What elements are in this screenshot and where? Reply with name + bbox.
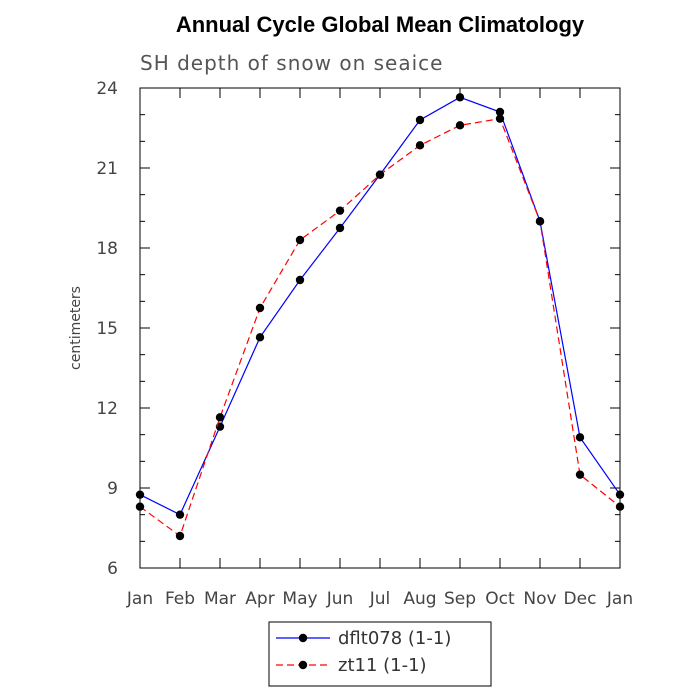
x-tick-label: Oct: [485, 589, 515, 609]
data-point: [135, 502, 145, 511]
data-point: [415, 141, 425, 150]
data-point: [495, 107, 505, 117]
x-tick-label: Jul: [369, 589, 391, 609]
data-point: [455, 93, 465, 102]
data-point: [535, 217, 545, 226]
legend-box: [268, 621, 492, 687]
x-tick-label: Sep: [444, 589, 476, 609]
legend-items: dflt078 (1-1) zt11 (1-1): [276, 628, 451, 676]
x-tick-label: Nov: [523, 589, 556, 609]
data-point: [335, 206, 345, 215]
chart-subtitle: SH depth of snow on seaice: [140, 51, 443, 75]
data-point: [295, 275, 305, 285]
legend: dflt078 (1-1) zt11 (1-1): [268, 621, 492, 687]
x-tick-label: Jan: [126, 589, 153, 609]
chart-title: Annual Cycle Global Mean Climatology: [176, 12, 585, 37]
y-tick-label: 21: [96, 159, 118, 179]
y-tick-label: 9: [107, 479, 118, 499]
y-tick-label: 6: [107, 559, 118, 579]
data-point: [215, 413, 225, 422]
series-line: [139, 117, 621, 537]
x-tick-label: Aug: [403, 589, 436, 609]
x-tick-label: Mar: [204, 589, 236, 609]
x-tick-label: Dec: [564, 589, 597, 609]
y-axis-label: centimeters: [68, 286, 84, 370]
legend-label: zt11 (1-1): [338, 655, 427, 676]
data-point: [175, 510, 185, 519]
series-layer: [135, 93, 625, 541]
x-tick-label: Jan: [606, 589, 633, 609]
plot-frame: [139, 87, 621, 569]
data-point: [175, 531, 185, 541]
x-tick-label: Apr: [245, 589, 274, 609]
y-tick-label: 12: [96, 399, 118, 419]
y-tick-label: 15: [96, 319, 118, 339]
x-tick-label: May: [282, 589, 317, 609]
data-point: [375, 170, 385, 179]
data-point: [615, 490, 625, 499]
legend-label: dflt078 (1-1): [338, 628, 451, 649]
ticks-layer: 6 9 12 15 18 21 24 Jan Feb Mar Apr May Jun Jul Aug Sep O…: [96, 79, 633, 609]
data-point: [295, 235, 305, 245]
data-point: [255, 333, 265, 342]
data-point: [255, 303, 265, 313]
data-point: [415, 115, 425, 125]
y-tick-label: 18: [96, 239, 118, 259]
data-point: [575, 470, 585, 479]
data-point: [135, 490, 145, 499]
data-point: [335, 223, 345, 233]
series-line: [139, 96, 621, 516]
x-tick-label: Feb: [165, 589, 195, 609]
data-point: [575, 433, 585, 442]
series-1: [135, 114, 625, 541]
data-point: [615, 502, 625, 511]
y-tick-label: 24: [96, 79, 118, 99]
legend-marker: [298, 633, 308, 643]
x-tick-label: Jun: [326, 589, 354, 609]
series-0: [135, 93, 625, 519]
legend-marker: [298, 660, 308, 670]
data-point: [495, 114, 505, 123]
data-point: [455, 121, 465, 130]
